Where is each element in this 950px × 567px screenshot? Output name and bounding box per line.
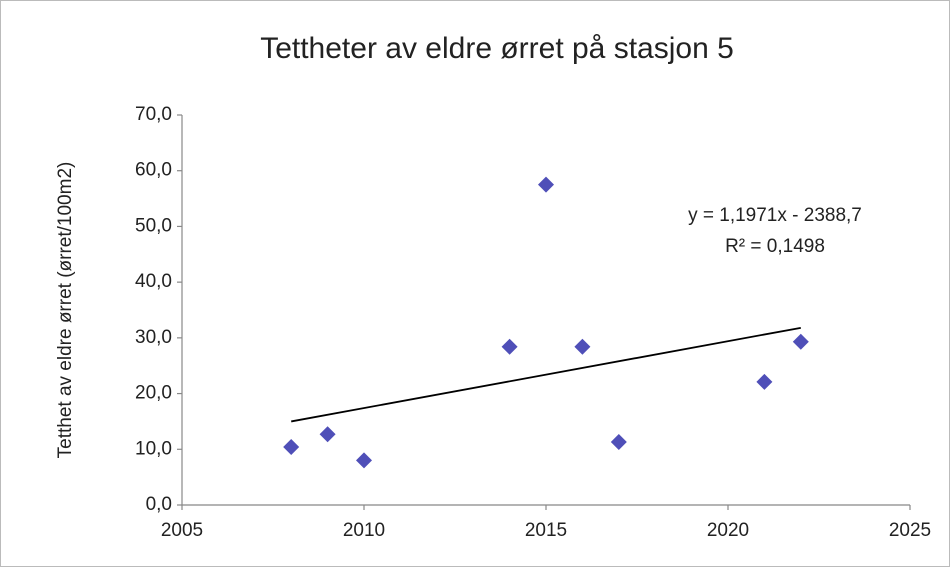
- trendline-r-squared: R² = 0,1498: [725, 236, 825, 257]
- data-point: [538, 176, 554, 193]
- x-tick-label: 2015: [525, 520, 567, 541]
- data-point: [610, 434, 627, 451]
- y-tick-label: 30,0: [135, 327, 172, 348]
- y-tick-label: 0,0: [146, 494, 172, 515]
- data-point: [319, 426, 336, 443]
- trendline: [291, 326, 801, 423]
- y-tick-label: 40,0: [135, 271, 172, 292]
- x-tick-label: 2025: [889, 520, 931, 541]
- data-point: [283, 439, 300, 456]
- chart-title: Tettheter av eldre ørret på stasjon 5: [260, 32, 734, 65]
- x-tick-label: 2005: [161, 520, 203, 541]
- x-tick-label: 2020: [707, 520, 749, 541]
- x-tick-label: 2010: [343, 520, 385, 541]
- y-tick-label: 20,0: [135, 383, 172, 404]
- data-point: [756, 373, 773, 390]
- data-point: [792, 333, 809, 350]
- y-tick-label: 60,0: [135, 160, 172, 181]
- y-tick-label: 50,0: [135, 215, 172, 236]
- trendline-equation: y = 1,1971x - 2388,7: [688, 205, 862, 226]
- data-point: [356, 452, 372, 469]
- data-point: [501, 338, 518, 355]
- y-tick-label: 10,0: [135, 438, 172, 459]
- y-axis-label: Tetthet av eldre ørret (ørret/100m2): [55, 162, 76, 459]
- y-tick-label: 70,0: [135, 104, 172, 125]
- data-point: [574, 338, 591, 355]
